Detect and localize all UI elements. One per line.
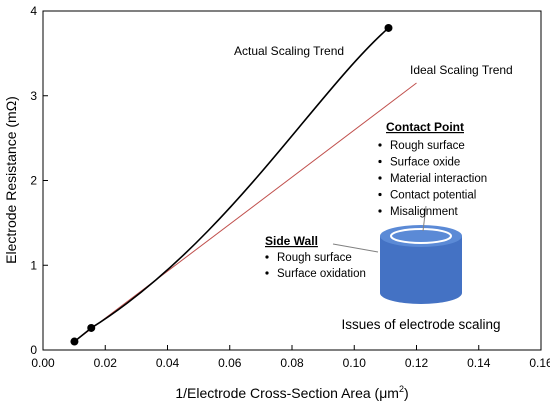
x-tick-label: 0.06 — [218, 356, 242, 370]
bullet-item: Rough surface — [277, 252, 352, 264]
bullet-item: Surface oxide — [390, 157, 460, 169]
electrode-cylinder-illustration — [380, 225, 462, 304]
bullet-icon — [378, 192, 382, 197]
bullet-item: Contact potential — [390, 190, 476, 202]
bullet-item: Misalignment — [390, 206, 459, 218]
y-tick-label: 1 — [30, 258, 37, 272]
side-wall-pointer — [332, 243, 379, 253]
actual-trend-label: Actual Scaling Trend — [234, 44, 344, 58]
y-tick-label: 4 — [30, 4, 37, 18]
x-tick-label: 0.08 — [280, 356, 304, 370]
actual-scaling-line — [73, 27, 390, 343]
side-wall-title: Side Wall — [265, 234, 318, 248]
bullet-icon — [265, 271, 269, 275]
bullet-item: Material interaction — [390, 173, 487, 185]
side-wall-annotation: Side Wall Rough surface Surface oxidation — [265, 234, 366, 280]
bullet-icon — [378, 209, 382, 213]
x-tick-label: 0.12 — [405, 356, 429, 370]
x-tick-label: 0.16 — [529, 356, 550, 370]
x-tick-label: 0.04 — [156, 356, 180, 370]
x-tick-label: 0.00 — [31, 356, 55, 370]
y-tick-label: 3 — [30, 89, 37, 103]
y-axis-title: Electrode Resistance (mΩ) — [3, 96, 19, 264]
actual-data-points — [70, 23, 393, 346]
scaling-caption: Issues of electrode scaling — [341, 317, 500, 332]
bullet-icon — [265, 255, 269, 259]
y-tick-label: 2 — [30, 174, 37, 188]
ideal-trend-label: Ideal Scaling Trend — [410, 63, 513, 77]
ideal-scaling-line — [74, 82, 417, 342]
y-axis-ticks: 0 1 2 3 4 — [30, 4, 48, 357]
data-point — [87, 323, 96, 332]
data-point — [70, 337, 79, 346]
x-axis-title: 1/Electrode Cross-Section Area (μm2) — [175, 384, 408, 401]
contact-point-annotation: Contact Point Rough surface Surface oxide… — [378, 120, 487, 218]
bullet-item: Rough surface — [390, 140, 465, 152]
bullet-icon — [378, 159, 382, 164]
bullet-item: Surface oxidation — [277, 268, 366, 280]
y-tick-label: 0 — [30, 343, 37, 357]
data-point — [384, 23, 393, 32]
x-axis-ticks: 0.00 0.02 0.04 0.06 0.08 0.10 0.12 0.14 0.16 — [31, 345, 550, 370]
contact-point-title: Contact Point — [386, 120, 464, 134]
x-tick-label: 0.02 — [94, 356, 118, 370]
x-tick-label: 0.10 — [343, 356, 367, 370]
contact-point-pointer — [422, 205, 427, 232]
bullet-icon — [378, 143, 382, 147]
bullet-icon — [378, 176, 382, 180]
x-tick-label: 0.14 — [467, 356, 491, 370]
